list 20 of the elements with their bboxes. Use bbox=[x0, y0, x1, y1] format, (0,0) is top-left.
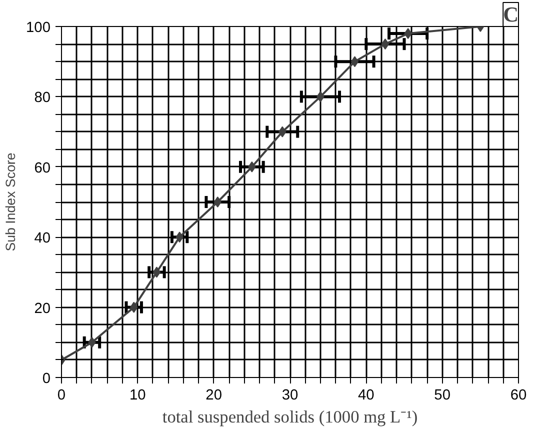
point bbox=[214, 196, 222, 208]
x-axis-title: total suspended solids (1000 mg L⁻¹) bbox=[162, 408, 418, 426]
point bbox=[350, 56, 359, 68]
y-axis-title: Sub Index Score bbox=[3, 152, 18, 252]
x-tick-label: 40 bbox=[358, 388, 374, 404]
y-tick-label: 40 bbox=[34, 230, 51, 247]
x-tick-label: 0 bbox=[57, 388, 66, 404]
x-tick-label: 10 bbox=[130, 388, 146, 404]
x-tick-label: 30 bbox=[282, 388, 298, 404]
y-tick-label: 60 bbox=[34, 160, 51, 176]
y-tick-label: 20 bbox=[34, 300, 51, 317]
x-tick-label: 60 bbox=[510, 388, 527, 404]
y-tick-label: 0 bbox=[42, 371, 51, 387]
x-tick-label: 20 bbox=[206, 388, 222, 404]
y-tick-label: 80 bbox=[34, 90, 51, 106]
point bbox=[152, 266, 161, 278]
point bbox=[381, 38, 390, 50]
annotation: C bbox=[503, 2, 519, 26]
x-tick-label: 50 bbox=[434, 388, 450, 404]
y-tick-label: 100 bbox=[26, 20, 51, 36]
